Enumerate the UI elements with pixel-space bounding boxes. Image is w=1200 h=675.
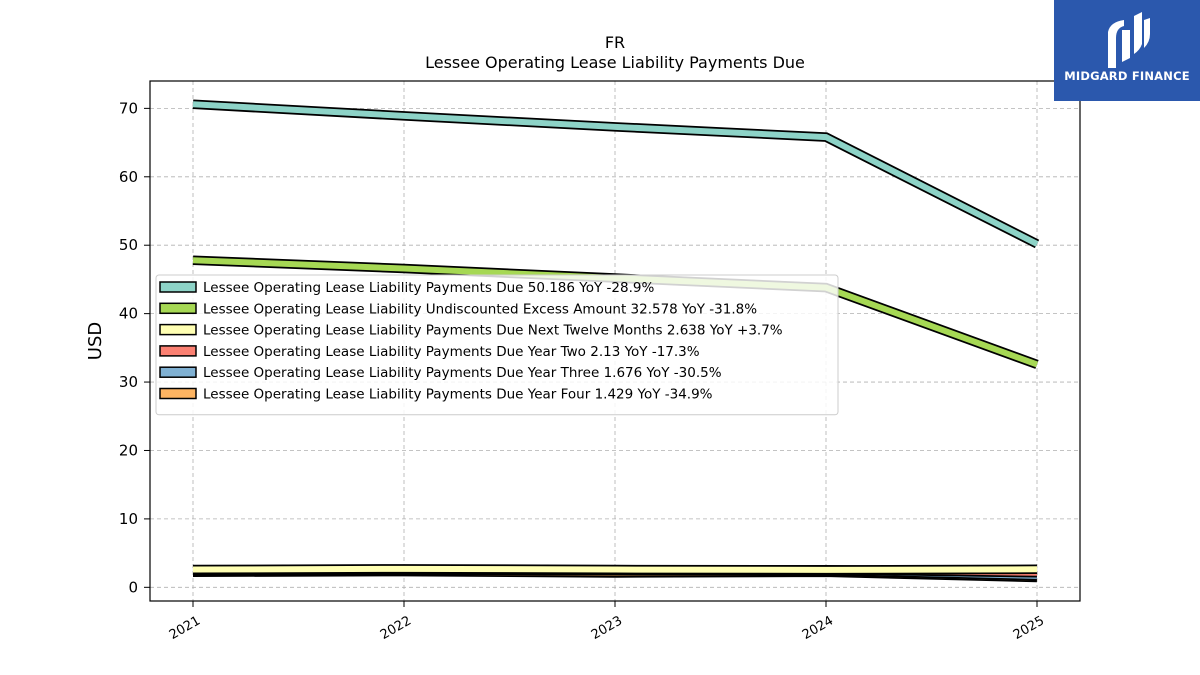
legend-item: Lessee Operating Lease Liability Payment… bbox=[159, 323, 783, 339]
legend-item: Lessee Operating Lease Liability Payment… bbox=[159, 365, 722, 381]
y-tick-label: 70 bbox=[119, 99, 138, 117]
x-tick-label: 2025 bbox=[1011, 613, 1047, 643]
y-axis: 0 10 20 30 40 50 60 70 bbox=[119, 99, 150, 596]
legend-box bbox=[155, 274, 839, 416]
x-axis: 2021 2022 2023 2024 2025 bbox=[167, 601, 1047, 643]
legend-label: Lessee Operating Lease Liability Payment… bbox=[203, 365, 722, 381]
y-tick-label: 20 bbox=[119, 441, 138, 459]
legend-label: Lessee Operating Lease Liability Undisco… bbox=[203, 301, 757, 317]
legend-item: Lessee Operating Lease Liability Payment… bbox=[159, 280, 654, 296]
x-tick-label: 2024 bbox=[800, 613, 836, 643]
x-tick-label: 2023 bbox=[589, 613, 625, 643]
y-tick-label: 0 bbox=[128, 578, 138, 596]
legend-swatch bbox=[159, 281, 197, 293]
legend-item: Lessee Operating Lease Liability Payment… bbox=[159, 344, 700, 360]
legend-swatch bbox=[159, 345, 197, 357]
x-tick-label: 2022 bbox=[378, 613, 414, 643]
legend-label: Lessee Operating Lease Liability Payment… bbox=[203, 387, 713, 403]
legend-item: Lessee Operating Lease Liability Undisco… bbox=[159, 301, 757, 317]
legend-label: Lessee Operating Lease Liability Payment… bbox=[203, 280, 654, 296]
y-tick-label: 50 bbox=[119, 236, 138, 254]
chart-title: FR bbox=[605, 33, 625, 52]
x-tick-label: 2021 bbox=[167, 613, 203, 643]
logo: MIDGARD FINANCE bbox=[1054, 0, 1200, 101]
logo-text: MIDGARD FINANCE bbox=[1064, 69, 1190, 83]
legend-label: Lessee Operating Lease Liability Payment… bbox=[203, 344, 700, 360]
y-tick-label: 40 bbox=[119, 305, 138, 323]
legend-swatch bbox=[159, 387, 197, 400]
legend-swatch bbox=[159, 366, 197, 378]
series-line bbox=[192, 99, 1040, 249]
midgard-finance-logo-icon bbox=[1108, 12, 1150, 68]
series-line-fill bbox=[192, 565, 1038, 573]
y-axis-label: USD bbox=[85, 322, 106, 360]
y-tick-label: 60 bbox=[119, 168, 138, 186]
series-line-fill bbox=[192, 101, 1039, 247]
series-line bbox=[192, 564, 1038, 575]
legend-label: Lessee Operating Lease Liability Payment… bbox=[203, 323, 783, 339]
legend-swatch bbox=[159, 323, 197, 336]
legend-swatch bbox=[159, 302, 197, 315]
chart-subtitle: Lessee Operating Lease Liability Payment… bbox=[425, 53, 805, 72]
y-tick-label: 10 bbox=[119, 510, 138, 528]
legend-item: Lessee Operating Lease Liability Payment… bbox=[159, 387, 713, 403]
y-tick-label: 30 bbox=[119, 373, 138, 391]
legend: Lessee Operating Lease Liability Payment… bbox=[155, 274, 839, 416]
